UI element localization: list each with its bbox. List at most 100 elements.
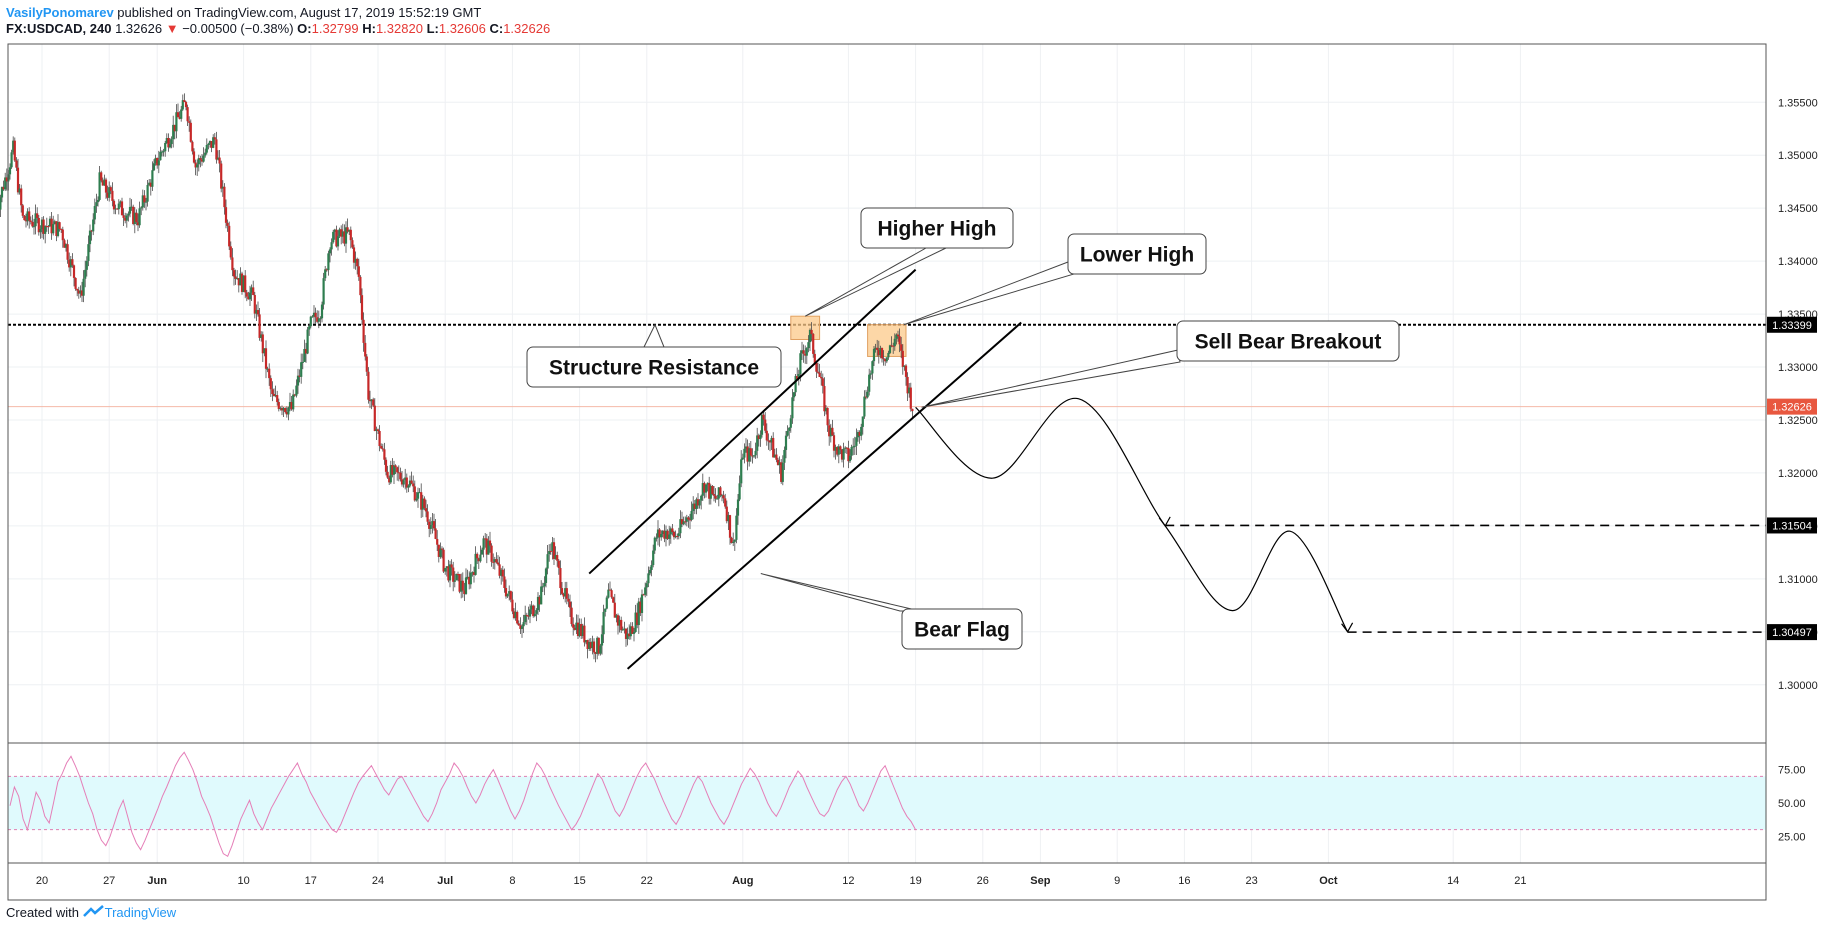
candle-up bbox=[736, 499, 740, 516]
published-text: published on TradingView.com, August 17,… bbox=[117, 5, 482, 20]
high-value: 1.32820 bbox=[375, 21, 423, 36]
price-axis: 1.300001.305001.310001.315001.320001.325… bbox=[1778, 97, 1818, 692]
candle-down bbox=[496, 562, 500, 565]
candle-up bbox=[868, 374, 871, 392]
callout-higher-high: Higher High bbox=[804, 207, 1014, 317]
author-link[interactable]: VasilyPonomarev bbox=[6, 5, 114, 20]
candle-down bbox=[831, 427, 834, 436]
candle-up bbox=[402, 480, 405, 485]
tradingview-brand-link[interactable]: TradingView bbox=[104, 905, 177, 920]
candle-down bbox=[284, 408, 287, 413]
callout-box bbox=[860, 207, 1014, 249]
candle-up bbox=[204, 152, 207, 156]
candle-up bbox=[444, 568, 447, 572]
open-label: O: bbox=[297, 21, 312, 36]
candle-up bbox=[652, 550, 655, 565]
candle-down bbox=[612, 597, 615, 603]
candle-down bbox=[880, 348, 884, 359]
callout-structure-resistance: Structure Resistance bbox=[526, 323, 782, 388]
candle-up bbox=[786, 430, 789, 436]
candle-down bbox=[804, 353, 807, 356]
candle-down bbox=[468, 576, 471, 585]
candle-up bbox=[69, 259, 72, 268]
candle-up bbox=[692, 503, 695, 511]
candle-down bbox=[847, 448, 850, 462]
candle-up bbox=[564, 588, 567, 597]
candle-up bbox=[8, 167, 12, 175]
candle-up bbox=[159, 151, 162, 161]
candle-up bbox=[144, 201, 148, 203]
candle-up bbox=[336, 236, 340, 247]
candle-down bbox=[836, 447, 839, 455]
channel-line bbox=[588, 268, 917, 575]
candle-up bbox=[119, 201, 122, 204]
candle-up bbox=[292, 394, 295, 410]
candle-up bbox=[853, 445, 856, 447]
price-badge-label: 1.30497 bbox=[1772, 627, 1812, 639]
candle-up bbox=[596, 637, 599, 654]
candle-up bbox=[588, 642, 591, 649]
candle-down bbox=[45, 226, 48, 228]
candle-down bbox=[597, 637, 600, 654]
candle-up bbox=[469, 572, 472, 585]
candle-down bbox=[104, 179, 108, 193]
candle-down bbox=[101, 180, 104, 186]
candle-down bbox=[37, 218, 40, 233]
candle-down bbox=[864, 396, 868, 398]
candle-up bbox=[797, 374, 800, 379]
candle-down bbox=[335, 229, 338, 247]
candle-down bbox=[314, 312, 317, 318]
candle-down bbox=[456, 573, 460, 575]
candle-up bbox=[460, 580, 463, 592]
candle-up bbox=[740, 459, 743, 484]
candle-down bbox=[730, 537, 733, 543]
candle-up bbox=[330, 242, 333, 250]
candle-up bbox=[799, 353, 802, 375]
candle-down bbox=[757, 435, 760, 440]
symbol-label[interactable]: FX:USDCAD, 240 bbox=[6, 21, 112, 36]
candle-down bbox=[570, 607, 573, 625]
candle-down bbox=[636, 612, 639, 626]
candle-down bbox=[213, 137, 216, 140]
price-tick-label: 1.35500 bbox=[1778, 97, 1818, 109]
candle-up bbox=[168, 144, 172, 148]
candle-up bbox=[333, 229, 336, 232]
candle-up bbox=[87, 244, 90, 261]
candle-down bbox=[42, 219, 45, 234]
candle-up bbox=[127, 213, 130, 216]
candle-down bbox=[397, 472, 400, 474]
candle-down bbox=[911, 408, 914, 412]
candle-down bbox=[298, 375, 301, 377]
candle-down bbox=[356, 258, 359, 267]
candle-down bbox=[589, 642, 592, 649]
candle-up bbox=[487, 540, 490, 555]
candle-down bbox=[810, 329, 813, 334]
time-tick-label: Sep bbox=[1030, 875, 1050, 887]
candle-up bbox=[205, 145, 208, 153]
candle-up bbox=[348, 229, 351, 232]
candle-up bbox=[682, 521, 685, 525]
candle-down bbox=[316, 317, 319, 322]
candle-up bbox=[844, 447, 847, 449]
candle-down bbox=[122, 215, 125, 218]
candle-up bbox=[138, 208, 141, 226]
candle-up bbox=[212, 137, 215, 148]
candle-up bbox=[634, 612, 637, 632]
candle-up bbox=[650, 564, 653, 570]
candle-up bbox=[32, 226, 36, 228]
candle-down bbox=[712, 494, 716, 496]
rsi-band bbox=[8, 776, 1766, 830]
candle-up bbox=[338, 229, 341, 237]
candle-up bbox=[546, 554, 549, 569]
candle-down bbox=[120, 201, 124, 216]
candle-up bbox=[807, 342, 810, 349]
candle-down bbox=[628, 633, 631, 637]
candle-down bbox=[410, 480, 413, 484]
candle-down bbox=[775, 454, 778, 460]
candle-down bbox=[253, 295, 256, 314]
candle-down bbox=[463, 590, 466, 594]
candle-up bbox=[207, 143, 210, 146]
candle-up bbox=[82, 278, 85, 296]
candle-up bbox=[727, 515, 730, 522]
candle-down bbox=[562, 593, 565, 597]
